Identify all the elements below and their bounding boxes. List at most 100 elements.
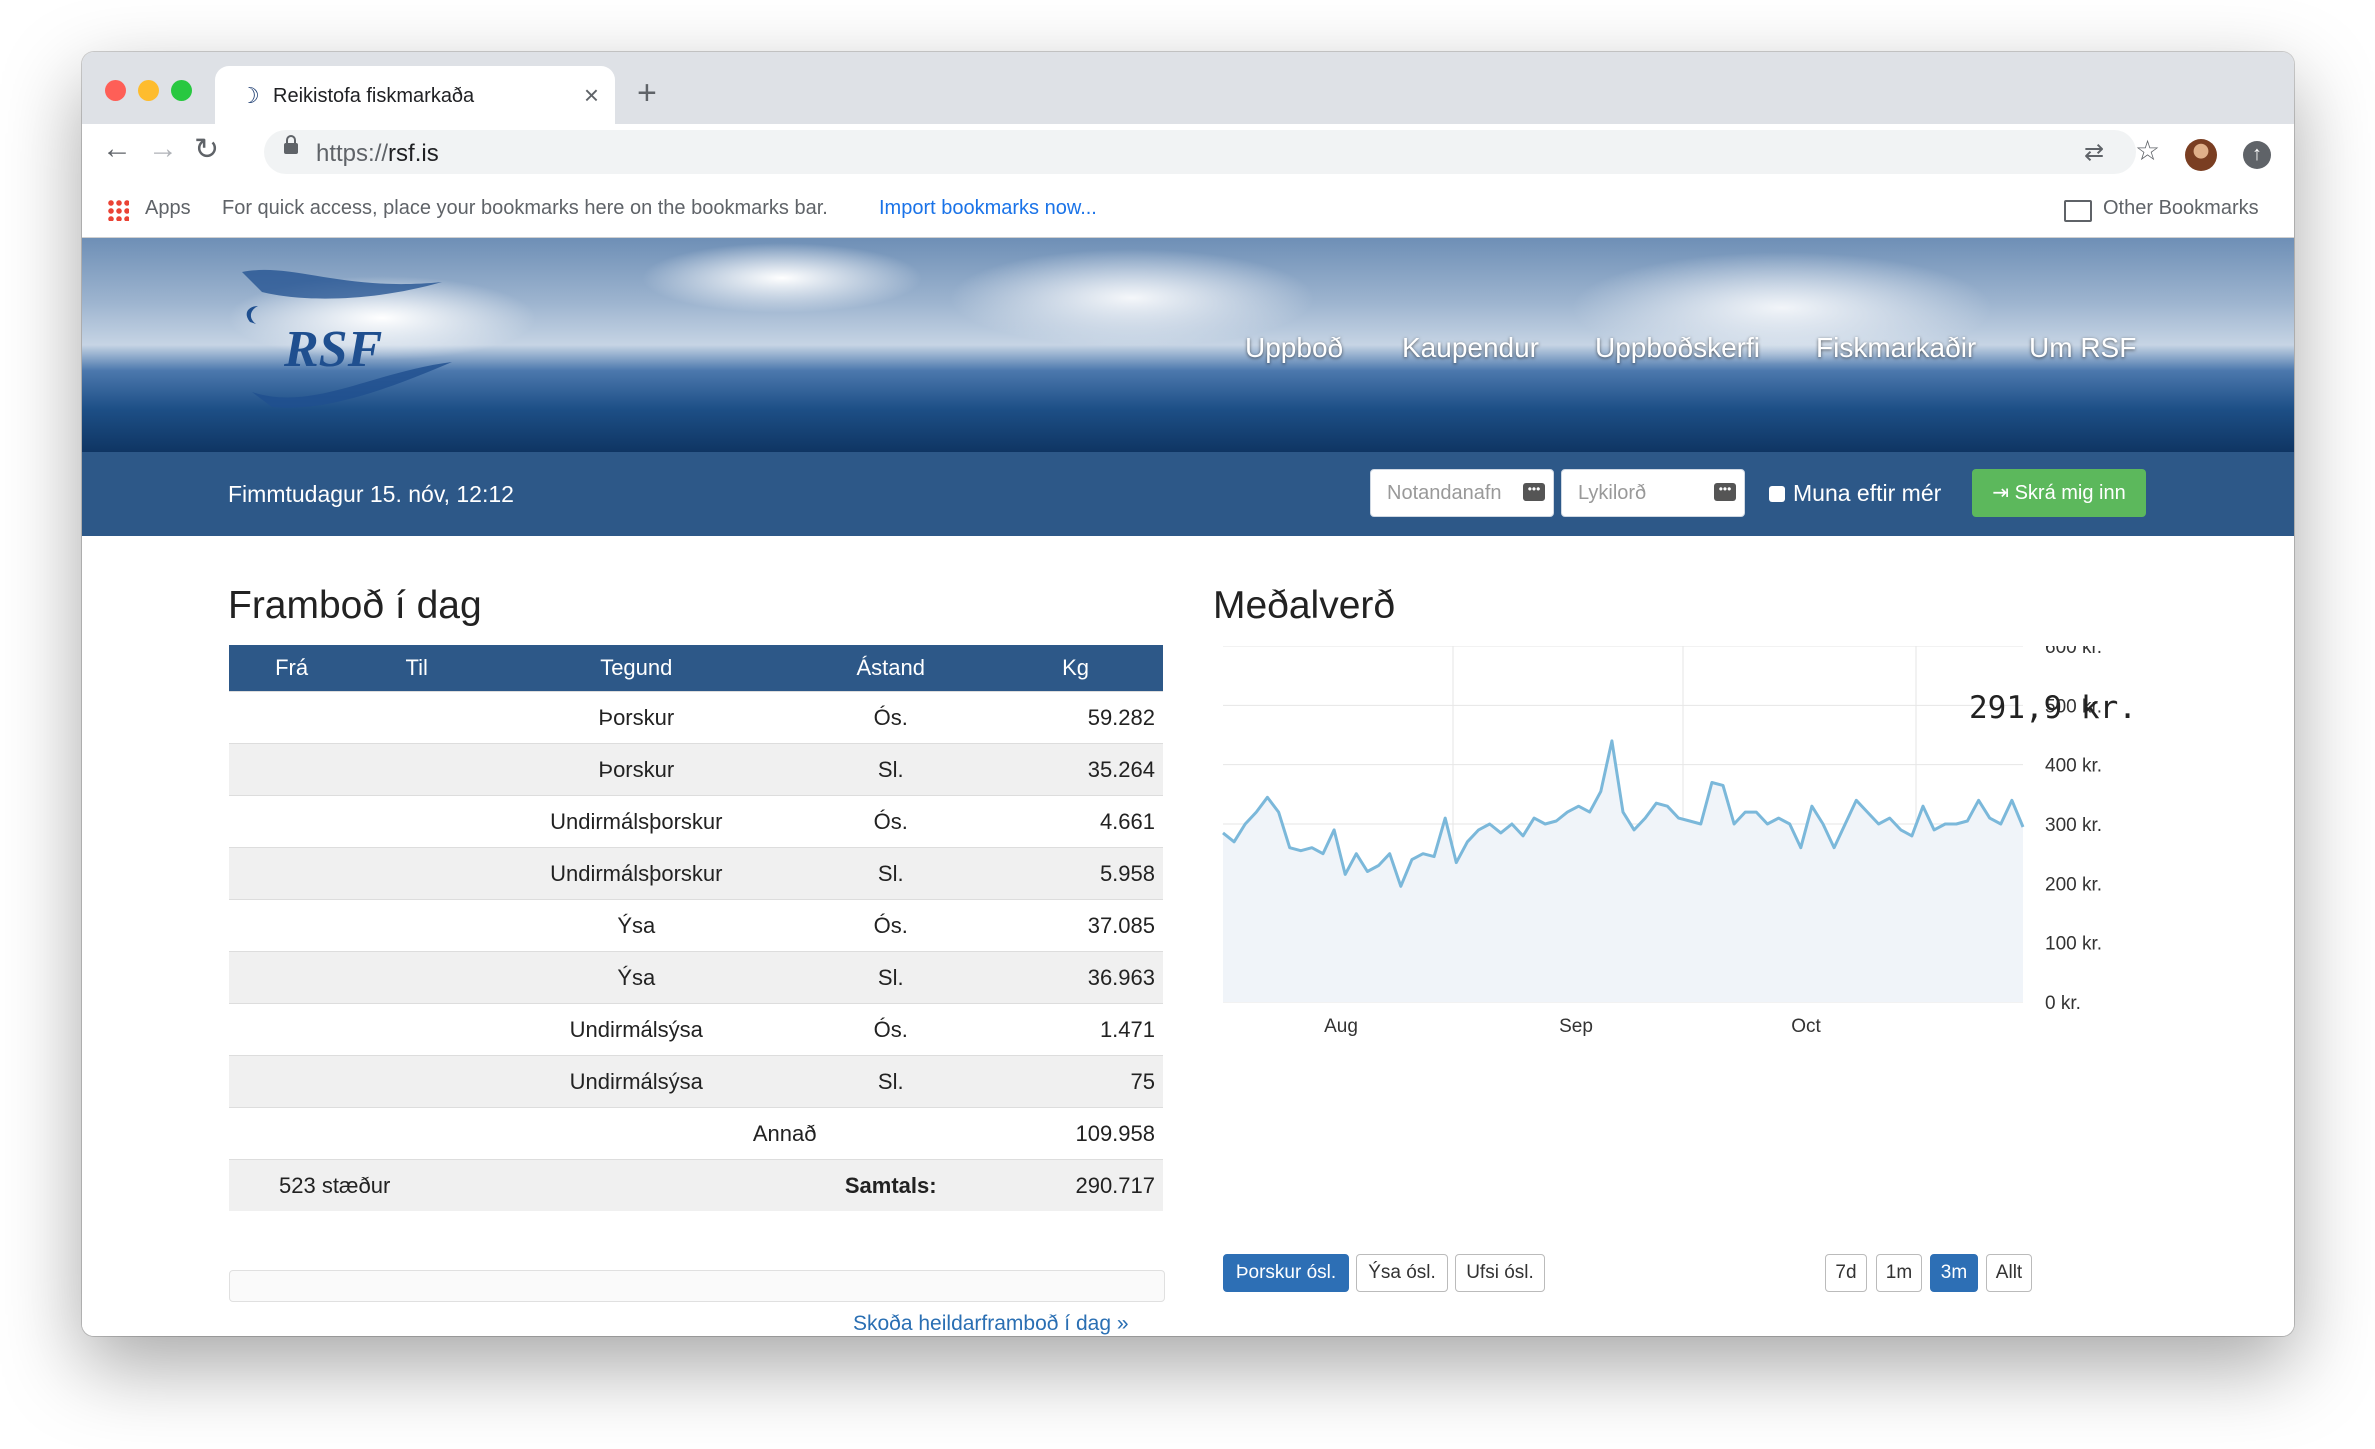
remember-me-label: Muna eftir mér bbox=[1793, 480, 1942, 506]
apps-grid-icon[interactable] bbox=[107, 199, 129, 221]
table-row: Undirmálsþorskur Sl. 5.958 bbox=[229, 847, 1163, 900]
website: RSF Uppboð Kaupendur Uppboðskerfi Fiskma… bbox=[82, 238, 2294, 1336]
nav-fiskmarkadir[interactable]: Fiskmarkaðir bbox=[1816, 332, 1977, 363]
minimize-window-button[interactable] bbox=[138, 80, 159, 101]
species-link[interactable]: Undirmálsýsa bbox=[479, 1003, 794, 1056]
remember-me[interactable]: Muna eftir mér bbox=[1769, 480, 1941, 507]
update-icon[interactable]: ↑ bbox=[2243, 141, 2271, 169]
average-price-title: Meðalverð bbox=[1213, 584, 1396, 627]
total-label: Samtals: bbox=[793, 1159, 989, 1211]
tab-title: Reikistofa fiskmarkaða bbox=[273, 85, 475, 107]
species-link[interactable]: Ýsa bbox=[479, 951, 794, 1004]
species-button-thorskur[interactable]: Þorskur ósl. bbox=[1223, 1254, 1349, 1292]
bookmarks-hint: For quick access, place your bookmarks h… bbox=[222, 197, 828, 219]
current-date: Fimmtudagur 15. nóv, 12:12 bbox=[228, 481, 514, 507]
kg-cell: 35.264 bbox=[988, 743, 1163, 796]
y-tick-label: 400 kr. bbox=[2045, 756, 2102, 777]
password-manager-icon[interactable]: ••• bbox=[1714, 483, 1736, 501]
average-price-chart[interactable]: 0 kr. 100 kr. 200 kr. 300 kr. 400 kr. 500 kr.… bbox=[1213, 646, 2263, 1036]
table-row: Undirmálsýsa Ós. 1.471 bbox=[229, 1003, 1163, 1056]
x-tick-label: Aug bbox=[1324, 1016, 1358, 1036]
scroll-area[interactable] bbox=[229, 1270, 1165, 1302]
browser-tab[interactable]: ☽ Reikistofa fiskmarkaða × bbox=[215, 66, 615, 124]
apps-link[interactable]: Apps bbox=[145, 197, 191, 219]
password-manager-icon[interactable]: ••• bbox=[1523, 483, 1545, 501]
profile-avatar[interactable] bbox=[2185, 139, 2217, 171]
nav-kaupendur[interactable]: Kaupendur bbox=[1402, 332, 1540, 363]
table-row: Undirmálsýsa Sl. 75 bbox=[229, 1055, 1163, 1108]
col-astand: Ástand bbox=[793, 645, 989, 692]
new-tab-button[interactable]: + bbox=[637, 74, 657, 112]
kg-cell: 1.471 bbox=[988, 1003, 1163, 1056]
range-button-all[interactable]: Allt bbox=[1986, 1254, 2032, 1292]
address-bar[interactable]: https://rsf.is ⇄ bbox=[264, 130, 2136, 174]
folder-icon bbox=[2064, 200, 2092, 222]
condition-cell: Ós. bbox=[793, 899, 989, 952]
main-content: Framboð í dag Frá Til Tegund Ástand Kg Þ… bbox=[82, 536, 2294, 1336]
y-axis-labels: 0 kr. 100 kr. 200 kr. 300 kr. 400 kr. 500 kr.… bbox=[2045, 646, 2102, 1014]
table-row: Ýsa Ós. 37.085 bbox=[229, 899, 1163, 952]
nav-uppbod[interactable]: Uppboð bbox=[1245, 332, 1344, 363]
login-button[interactable]: ⇥ Skrá mig inn bbox=[1972, 469, 2146, 517]
kg-cell: 75 bbox=[988, 1055, 1163, 1108]
condition-cell: Ós. bbox=[793, 691, 989, 744]
kg-cell: 4.661 bbox=[988, 795, 1163, 848]
bookmarks-bar: Apps For quick access, place your bookma… bbox=[82, 182, 2294, 238]
close-window-button[interactable] bbox=[105, 80, 126, 101]
species-button-ysa[interactable]: Ýsa ósl. bbox=[1356, 1254, 1448, 1292]
species-link[interactable]: Þorskur bbox=[479, 691, 794, 744]
other-row: Annað 109.958 bbox=[229, 1107, 1163, 1160]
table-row: Þorskur Sl. 35.264 bbox=[229, 743, 1163, 796]
series-area bbox=[1223, 740, 2023, 1002]
close-tab-icon[interactable]: × bbox=[583, 80, 599, 110]
username-input[interactable] bbox=[1387, 470, 1527, 516]
species-link[interactable]: Ýsa bbox=[479, 899, 794, 952]
kg-cell: 37.085 bbox=[988, 899, 1163, 952]
other-label: Annað bbox=[479, 1107, 989, 1160]
forward-arrow-icon[interactable]: → bbox=[148, 132, 178, 165]
species-link[interactable]: Undirmálsýsa bbox=[479, 1055, 794, 1108]
species-link[interactable]: Undirmálsþorskur bbox=[479, 795, 794, 848]
kg-cell: 5.958 bbox=[988, 847, 1163, 900]
col-kg: Kg bbox=[988, 645, 1163, 692]
current-value-label: 291,9 kr. bbox=[1969, 690, 2137, 726]
view-all-supply-link[interactable]: Skoða heildarframboð í dag » bbox=[853, 1312, 1129, 1335]
password-field[interactable]: ••• bbox=[1561, 469, 1745, 517]
nav-um-rsf[interactable]: Um RSF bbox=[2029, 332, 2137, 363]
star-icon[interactable]: ☆ bbox=[2135, 135, 2161, 166]
x-tick-label: Sep bbox=[1559, 1016, 1593, 1036]
favicon-icon: ☽ bbox=[240, 83, 260, 108]
import-bookmarks-link[interactable]: Import bookmarks now... bbox=[879, 197, 1097, 219]
species-link[interactable]: Undirmálsþorskur bbox=[479, 847, 794, 900]
password-input[interactable] bbox=[1578, 470, 1718, 516]
range-button-3m[interactable]: 3m bbox=[1930, 1254, 1978, 1292]
table-header-row: Frá Til Tegund Ástand Kg bbox=[229, 645, 1163, 692]
y-tick-label: 500 kr. bbox=[2045, 696, 2102, 717]
logo-swoosh-icon bbox=[242, 269, 452, 408]
supply-table: Frá Til Tegund Ástand Kg Þorskur Ós. 59.28… bbox=[229, 645, 1163, 1211]
url-text[interactable]: https://rsf.is bbox=[316, 140, 439, 167]
nav-uppbodskerfi[interactable]: Uppboðskerfi bbox=[1595, 332, 1760, 363]
stations-count: 523 stæður bbox=[229, 1159, 480, 1211]
browser-toolbar: ← → ↻ https://rsf.is ⇄ ☆ ↑ bbox=[82, 124, 2294, 182]
condition-cell: Sl. bbox=[793, 743, 989, 796]
total-kg: 290.717 bbox=[988, 1159, 1163, 1211]
tab-strip: ☽ Reikistofa fiskmarkaða × + bbox=[82, 52, 2294, 124]
zoom-window-button[interactable] bbox=[171, 80, 192, 101]
series-line bbox=[1222, 739, 2025, 888]
back-arrow-icon[interactable]: ← bbox=[102, 132, 132, 165]
range-button-7d[interactable]: 7d bbox=[1825, 1254, 1867, 1292]
rsf-logo[interactable]: RSF bbox=[222, 262, 462, 412]
logo-text: RSF bbox=[284, 321, 383, 378]
species-link[interactable]: Þorskur bbox=[479, 743, 794, 796]
range-button-1m[interactable]: 1m bbox=[1876, 1254, 1922, 1292]
other-bookmarks-link[interactable]: Other Bookmarks bbox=[2103, 197, 2259, 219]
lock-icon bbox=[284, 135, 298, 154]
reload-icon[interactable]: ↻ bbox=[194, 133, 220, 166]
remember-me-checkbox[interactable] bbox=[1769, 486, 1785, 502]
species-button-ufsi[interactable]: Ufsi ósl. bbox=[1455, 1254, 1545, 1292]
translate-icon[interactable]: ⇄ bbox=[2084, 139, 2105, 166]
col-fra: Frá bbox=[229, 645, 355, 692]
y-tick-label: 0 kr. bbox=[2045, 993, 2081, 1014]
username-field[interactable]: ••• bbox=[1370, 469, 1554, 517]
